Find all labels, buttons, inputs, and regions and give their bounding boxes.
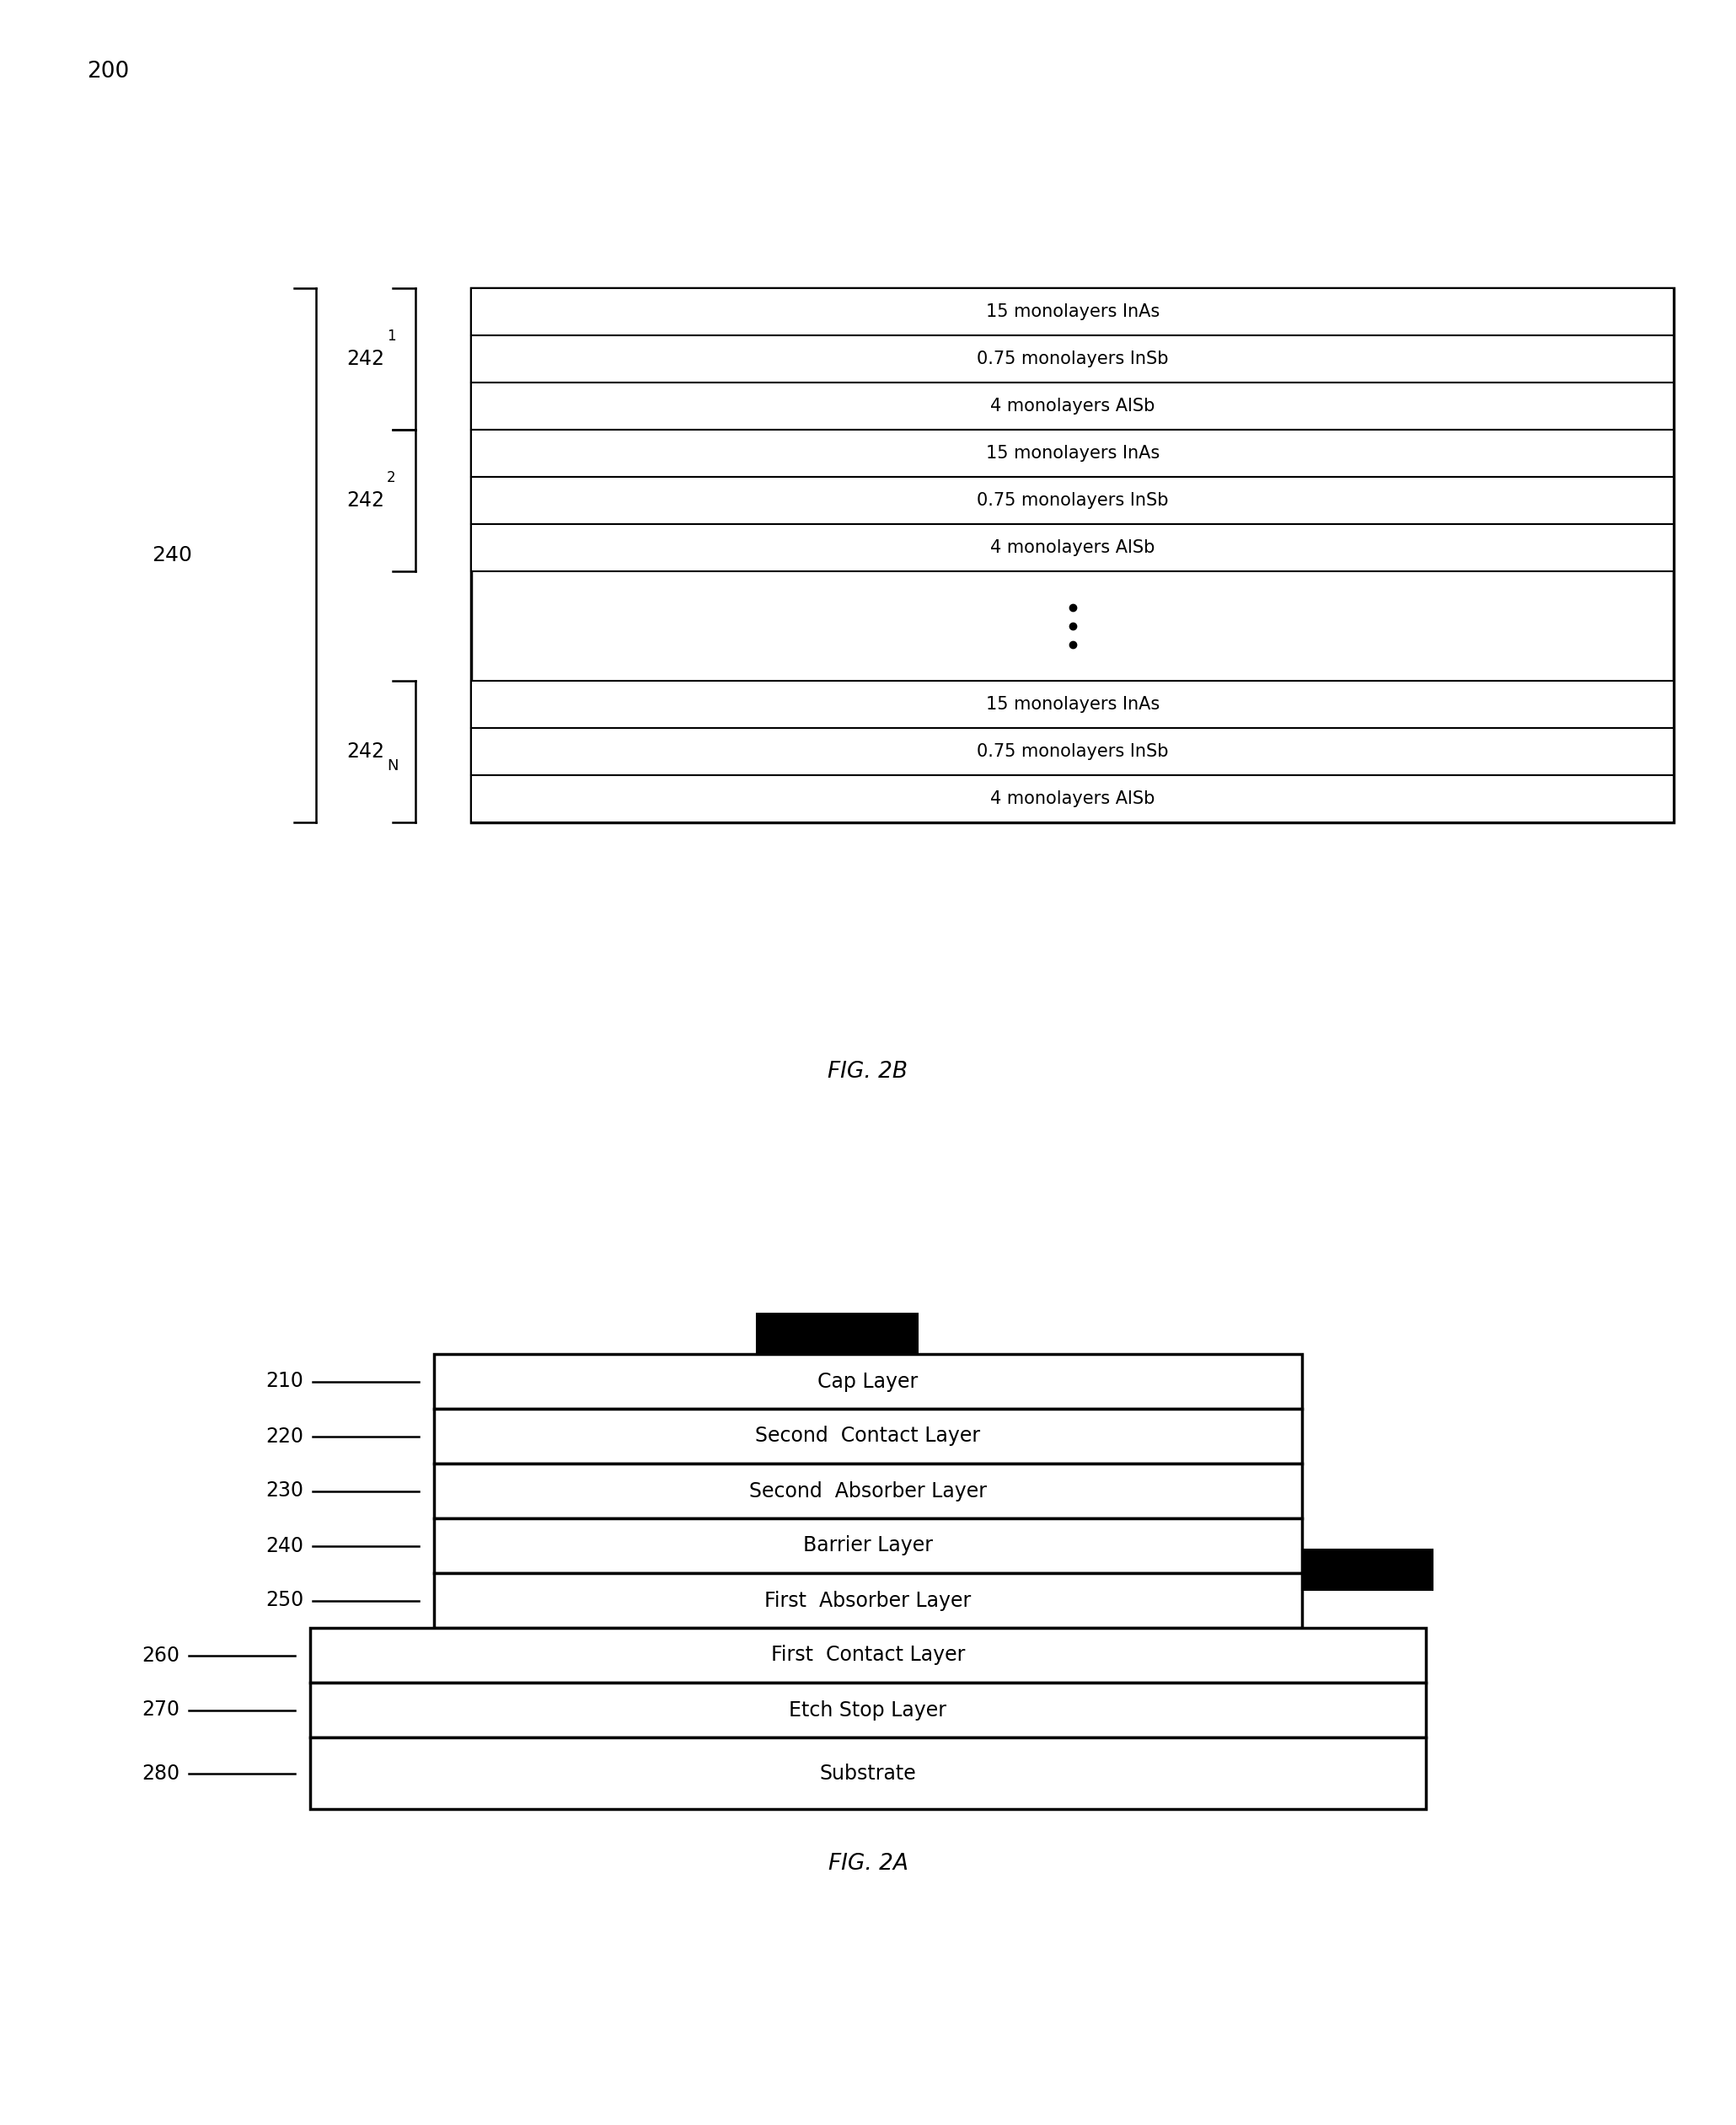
Bar xyxy=(470,525,1674,572)
Text: 260: 260 xyxy=(142,1645,181,1666)
Bar xyxy=(311,1628,1425,1683)
Text: 1: 1 xyxy=(387,329,396,344)
Bar xyxy=(434,1409,1302,1464)
Bar xyxy=(470,429,1674,476)
Text: 250: 250 xyxy=(266,1590,304,1611)
Text: 0.75 monolayers InSb: 0.75 monolayers InSb xyxy=(977,493,1168,508)
Text: 230: 230 xyxy=(266,1481,304,1500)
Bar xyxy=(311,1683,1425,1738)
Bar xyxy=(311,1738,1425,1808)
Bar xyxy=(1302,1549,1432,1590)
Text: 280: 280 xyxy=(142,1764,181,1783)
Text: Second  Absorber Layer: Second Absorber Layer xyxy=(750,1481,986,1500)
Text: Etch Stop Layer: Etch Stop Layer xyxy=(790,1700,946,1719)
Bar xyxy=(470,476,1674,525)
Bar xyxy=(470,680,1674,729)
Text: 15 monolayers InAs: 15 monolayers InAs xyxy=(986,304,1160,321)
Text: 4 monolayers AlSb: 4 monolayers AlSb xyxy=(990,397,1154,414)
Bar xyxy=(470,289,1674,336)
Text: 15 monolayers InAs: 15 monolayers InAs xyxy=(986,697,1160,712)
Bar xyxy=(470,382,1674,429)
Text: First  Contact Layer: First Contact Layer xyxy=(771,1645,965,1666)
Text: 210: 210 xyxy=(266,1371,304,1392)
Text: First  Absorber Layer: First Absorber Layer xyxy=(764,1590,972,1611)
Text: N: N xyxy=(387,759,398,773)
Text: 200: 200 xyxy=(87,62,128,83)
Text: 2: 2 xyxy=(387,470,396,484)
Text: 240: 240 xyxy=(266,1536,304,1556)
Bar xyxy=(470,729,1674,776)
Text: 220: 220 xyxy=(266,1426,304,1447)
Bar xyxy=(470,289,1674,822)
Text: FIG. 2B: FIG. 2B xyxy=(828,1060,908,1084)
Text: Second  Contact Layer: Second Contact Layer xyxy=(755,1426,981,1447)
Text: Substrate: Substrate xyxy=(819,1764,917,1783)
Text: 4 monolayers AlSb: 4 monolayers AlSb xyxy=(990,790,1154,808)
Text: 240: 240 xyxy=(151,546,193,565)
Text: 242: 242 xyxy=(347,742,384,761)
Text: 242: 242 xyxy=(347,491,384,510)
Text: Cap Layer: Cap Layer xyxy=(818,1371,918,1392)
Bar xyxy=(434,1354,1302,1409)
Bar xyxy=(434,1464,1302,1519)
Text: 0.75 monolayers InSb: 0.75 monolayers InSb xyxy=(977,351,1168,368)
Text: FIG. 2A: FIG. 2A xyxy=(828,1853,908,1874)
Bar xyxy=(434,1519,1302,1572)
Text: Barrier Layer: Barrier Layer xyxy=(804,1536,932,1556)
Bar xyxy=(470,336,1674,382)
Text: 270: 270 xyxy=(142,1700,181,1719)
Bar xyxy=(470,776,1674,822)
Text: 0.75 monolayers InSb: 0.75 monolayers InSb xyxy=(977,744,1168,761)
Bar xyxy=(434,1572,1302,1628)
Text: 15 monolayers InAs: 15 monolayers InAs xyxy=(986,444,1160,461)
Text: 242: 242 xyxy=(347,348,384,370)
Bar xyxy=(757,1313,918,1354)
Text: 4 monolayers AlSb: 4 monolayers AlSb xyxy=(990,540,1154,557)
